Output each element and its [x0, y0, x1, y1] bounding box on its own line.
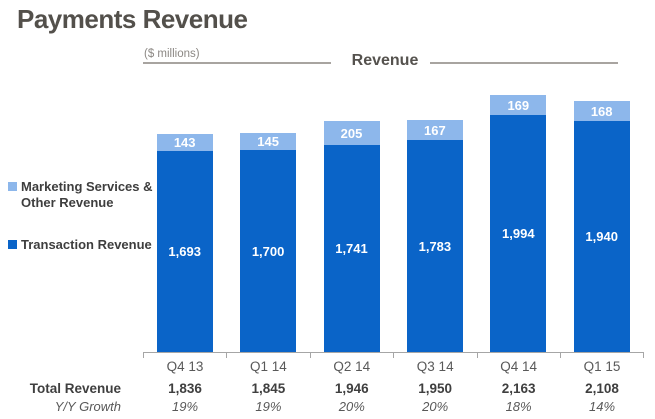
x-axis-tick [560, 352, 561, 358]
x-axis-label: Q2 14 [333, 359, 371, 374]
segment-marketing-services: 168 [573, 101, 630, 121]
segment-label-transaction: 1,693 [168, 244, 201, 259]
segment-marketing-services: 145 [240, 133, 297, 150]
segment-transaction: 1,693 [156, 151, 213, 352]
x-axis-label: Q1 14 [250, 359, 287, 374]
yy-growth-value: 19% [171, 399, 199, 414]
segment-transaction: 1,700 [240, 150, 297, 352]
segment-marketing-services: 169 [490, 95, 547, 115]
legend-item-transaction: Transaction Revenue [8, 237, 152, 253]
total-revenue-value: 2,108 [585, 381, 619, 396]
legend-item-marketing: Marketing Services & Other Revenue [8, 179, 153, 211]
segment-label-transaction: 1,940 [585, 229, 618, 244]
segment-transaction: 1,940 [573, 121, 630, 352]
bar-q4-13: 143 1,693 [156, 134, 213, 352]
yy-growth-value: 18% [505, 399, 532, 414]
bar-q2-14: 205 1,741 [323, 121, 380, 352]
legend-label-marketing-line2: Other Revenue [21, 195, 114, 210]
yy-growth-value: 20% [422, 399, 449, 414]
legend-swatch-marketing [8, 182, 17, 191]
header-rule-left [143, 62, 331, 64]
header-rule-right [430, 62, 618, 64]
segment-label-transaction: 1,783 [418, 238, 452, 254]
x-axis-label: Q4 13 [166, 359, 204, 374]
bar-q3-14: 167 1,783 [406, 120, 463, 352]
x-axis-tick [477, 352, 478, 358]
bar-q1-14: 145 1,700 [240, 133, 297, 352]
x-axis-tick [143, 352, 144, 358]
total-revenue-value: 1,950 [418, 381, 453, 396]
x-axis-tick [226, 352, 227, 358]
legend-label-marketing: Marketing Services & Other Revenue [21, 179, 153, 211]
x-axis-label: Q1 15 [583, 359, 621, 374]
bar-q4-14: 169 1,994 [490, 95, 547, 352]
legend-label-transaction: Transaction Revenue [21, 237, 152, 252]
units-label: ($ millions) [144, 48, 200, 60]
yy-growth-value: 19% [255, 399, 282, 414]
segment-label-transaction: 1,741 [335, 241, 368, 256]
x-axis-tick [310, 352, 311, 358]
legend-swatch-transaction [8, 240, 17, 249]
yy-growth-row-label: Y/Y Growth [54, 399, 121, 414]
segment-label-marketing: 169 [507, 97, 530, 113]
yy-growth-value: 20% [338, 399, 365, 414]
total-revenue-value: 1,845 [251, 381, 286, 396]
chart-title: Revenue [351, 52, 419, 69]
x-axis-tick [393, 352, 394, 358]
segment-label-transaction: 1,994 [502, 226, 535, 241]
total-revenue-value: 2,163 [501, 381, 536, 396]
segment-marketing-services: 167 [406, 120, 463, 140]
x-axis-label: Q3 14 [416, 359, 454, 374]
total-revenue-value: 1,836 [168, 381, 202, 396]
plot-area: 143 1,693 Q4 13 145 1,700 Q1 14 205 1,741 Q2 14 1… [143, 85, 645, 374]
segment-label-marketing: 167 [424, 122, 446, 138]
x-axis-label: Q4 14 [500, 359, 537, 374]
total-revenue-row-label: Total Revenue [29, 381, 121, 396]
segment-marketing-services: 143 [156, 134, 213, 151]
segment-transaction: 1,783 [406, 140, 463, 352]
total-revenue-value: 1,946 [334, 381, 369, 396]
segment-label-marketing: 168 [590, 103, 613, 119]
x-axis-tick [643, 352, 644, 358]
segment-label-marketing: 143 [173, 135, 196, 150]
segment-marketing-services: 205 [323, 121, 380, 145]
segment-transaction: 1,741 [323, 145, 380, 352]
legend-label-marketing-line1: Marketing Services & [21, 179, 153, 194]
segment-label-marketing: 205 [340, 125, 363, 141]
segment-transaction: 1,994 [490, 115, 547, 352]
segment-label-transaction: 1,700 [251, 243, 285, 259]
bar-q1-15: 168 1,940 [573, 101, 630, 352]
yy-growth-value: 14% [588, 399, 616, 414]
page-title: Payments Revenue [17, 4, 248, 34]
segment-label-marketing: 145 [257, 134, 279, 149]
